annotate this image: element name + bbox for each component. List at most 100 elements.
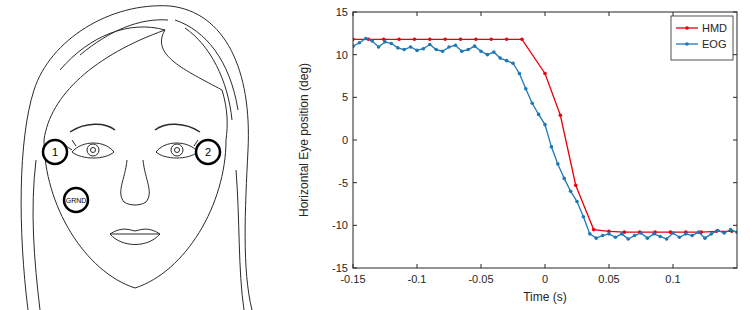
series-marker xyxy=(620,232,624,236)
y-tick-label: 0 xyxy=(342,134,348,146)
series-marker xyxy=(397,38,401,42)
series-marker xyxy=(594,236,598,240)
series-marker xyxy=(402,48,406,52)
series-marker xyxy=(575,200,579,204)
y-tick xyxy=(733,97,737,98)
figure: 12GRND-0.15-0.1-0.0500.050.1-15-10-50510… xyxy=(0,0,750,310)
series-marker xyxy=(639,231,643,235)
legend-marker xyxy=(685,42,689,46)
series-marker xyxy=(518,72,522,76)
series-marker xyxy=(441,49,445,53)
electrode xyxy=(64,188,88,212)
series-marker xyxy=(697,230,701,234)
series-marker xyxy=(569,189,573,193)
series-marker xyxy=(460,49,464,53)
series-marker xyxy=(678,235,682,239)
x-tick-label: 0.1 xyxy=(665,273,680,285)
y-tick xyxy=(353,97,357,98)
eyelashes xyxy=(66,140,204,150)
series-marker xyxy=(543,72,547,76)
series-marker xyxy=(588,232,592,236)
series-marker xyxy=(428,38,432,42)
x-tick-label: 0 xyxy=(542,273,548,285)
plot-background xyxy=(353,12,737,268)
y-tick xyxy=(353,225,357,226)
series-marker xyxy=(489,38,493,42)
x-tick-label: 0.05 xyxy=(598,273,619,285)
plot-area xyxy=(353,37,737,241)
series-marker xyxy=(592,228,596,232)
series-marker xyxy=(710,232,714,236)
series-marker xyxy=(633,234,637,238)
y-tick xyxy=(353,182,357,183)
eye-left xyxy=(72,143,114,158)
series-marker xyxy=(671,231,675,235)
series-marker xyxy=(646,236,650,240)
electrode-label: 1 xyxy=(52,146,58,158)
y-tick xyxy=(353,140,357,141)
y-tick xyxy=(733,54,737,55)
series-marker xyxy=(626,237,630,241)
legend-marker xyxy=(685,26,689,30)
series-marker xyxy=(716,229,720,233)
series-marker xyxy=(530,102,534,106)
y-axis-label: Horizontal Eye position (deg) xyxy=(297,63,311,217)
series-marker xyxy=(524,87,528,91)
legend-label: EOG xyxy=(702,38,726,50)
y-tick-label: -15 xyxy=(332,262,348,274)
pupil-right xyxy=(175,148,180,153)
series-marker xyxy=(409,45,413,49)
series-marker xyxy=(413,38,417,42)
series-marker xyxy=(358,41,362,45)
series-marker xyxy=(505,59,509,63)
x-tick xyxy=(417,12,418,16)
x-tick xyxy=(545,264,546,268)
series-marker xyxy=(729,228,733,232)
iris-right xyxy=(171,144,183,156)
series-marker xyxy=(652,232,656,236)
series-marker xyxy=(383,40,387,44)
series-marker xyxy=(505,38,509,42)
series-marker xyxy=(479,49,483,53)
lips xyxy=(110,229,160,244)
y-tick-label: -5 xyxy=(338,177,348,189)
series-marker xyxy=(428,43,432,47)
x-tick xyxy=(545,12,546,16)
series-marker xyxy=(396,46,400,50)
legend-label: HMD xyxy=(702,22,727,34)
electrode-label: 2 xyxy=(205,146,211,158)
y-tick-label: 15 xyxy=(336,6,348,18)
hair xyxy=(21,6,252,310)
series-marker xyxy=(601,234,605,238)
series-marker xyxy=(582,215,586,219)
x-tick xyxy=(481,12,482,16)
series-marker xyxy=(370,39,374,43)
series-marker xyxy=(447,45,451,49)
face-outline xyxy=(44,140,226,288)
x-tick-label: -0.1 xyxy=(408,273,427,285)
x-tick xyxy=(609,12,610,16)
iris-left xyxy=(87,144,99,156)
series-marker xyxy=(459,38,463,42)
pupil-left xyxy=(91,148,96,153)
series-marker xyxy=(443,38,447,42)
legend-box xyxy=(671,16,733,60)
eyebrows xyxy=(70,124,200,132)
y-tick-label: 10 xyxy=(336,49,348,61)
series-marker xyxy=(486,53,490,57)
x-tick xyxy=(609,264,610,268)
x-tick xyxy=(673,12,674,16)
series-marker xyxy=(434,48,438,52)
series-marker xyxy=(466,48,470,52)
series-marker xyxy=(607,232,611,236)
series-marker xyxy=(492,50,496,54)
plot-frame xyxy=(353,12,737,268)
series-marker xyxy=(422,47,426,51)
x-tick xyxy=(673,264,674,268)
face-illustration xyxy=(21,6,252,310)
hair-strands xyxy=(33,20,244,310)
x-tick-label: -0.15 xyxy=(340,273,365,285)
series-marker xyxy=(658,235,662,239)
series-line xyxy=(353,39,732,232)
y-tick-label: -10 xyxy=(332,219,348,231)
